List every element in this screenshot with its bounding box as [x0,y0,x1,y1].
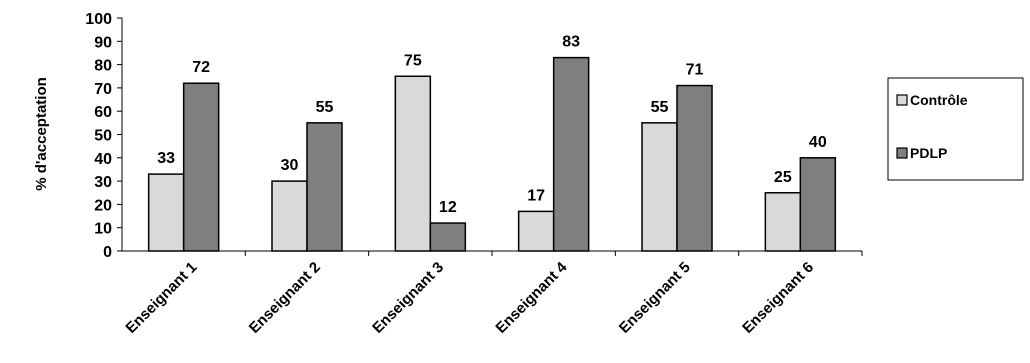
legend-box [887,77,1024,181]
bar-controle [147,173,185,252]
bar-controle [641,122,678,252]
data-label: 83 [562,34,580,51]
category-label: Enseignant 5 [616,259,694,337]
data-label: 40 [809,134,827,151]
data-label: 17 [527,187,545,204]
y-tick-label: 10 [94,221,112,238]
legend: Contrôle PDLP [887,77,1024,181]
data-label: 55 [651,99,669,116]
legend-swatch [896,94,908,106]
y-tick-label: 30 [94,174,112,191]
data-label: 12 [439,199,457,216]
bars [147,56,837,252]
bar-pdlp [676,84,713,252]
bar-controle [271,180,308,252]
bar-pdlp [799,157,837,252]
data-label: 72 [192,59,210,76]
y-tick-label: 20 [94,197,112,214]
data-label: 30 [281,157,299,174]
category-label: Enseignant 4 [492,258,570,336]
bar-controle [394,75,432,252]
y-axis-ticks: 0 10 20 30 40 50 60 70 80 90 100 [85,11,122,261]
data-label: 33 [157,150,175,167]
y-tick-label: 100 [85,11,112,28]
bar-controle [764,192,802,252]
x-axis-category-labels: Enseignant 1 Enseignant 2 Enseignant 3 Ense… [122,251,863,337]
bar-pdlp [552,56,590,252]
data-label: 55 [316,99,334,116]
category-label: Enseignant 2 [246,259,324,337]
data-label: 75 [404,52,422,69]
y-tick-label: 50 [94,128,112,145]
bar-pdlp [182,82,220,252]
category-label: Enseignant 3 [369,259,447,337]
y-axis-title: % d'acceptation [33,77,50,191]
bar-pdlp [306,122,343,252]
y-tick-label: 40 [94,151,112,168]
bar-pdlp [429,222,467,252]
y-tick-label: 60 [94,104,112,121]
legend-label: Contrôle [910,92,968,108]
y-tick-label: 80 [94,58,112,75]
y-tick-label: 0 [103,244,112,261]
y-tick-label: 90 [94,34,112,51]
legend-swatch [896,147,908,159]
data-label: 25 [774,169,792,186]
bar-controle [517,210,555,252]
legend-label: PDLP [910,145,947,161]
y-tick-label: 70 [94,81,112,98]
data-labels: 33 72 30 55 75 12 17 83 55 71 25 40 [157,34,827,216]
data-label: 71 [686,62,704,79]
category-label: Enseignant 1 [122,259,200,337]
category-label: Enseignant 6 [739,259,817,337]
